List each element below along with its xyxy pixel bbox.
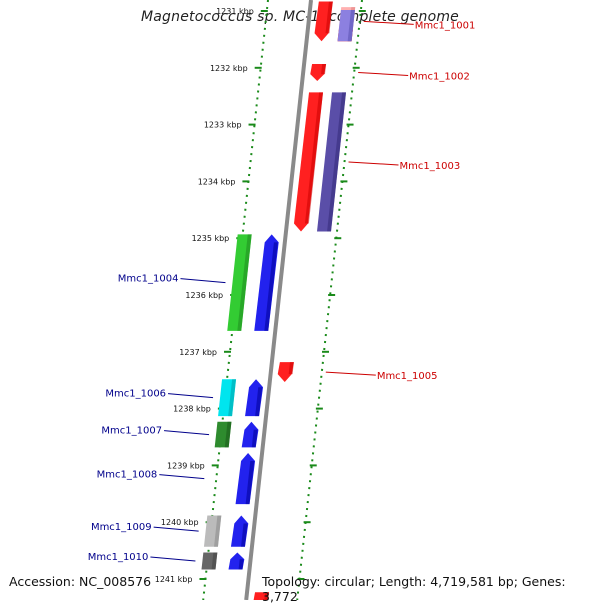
gene-arrow[interactable]: [314, 1, 333, 42]
tick-label: 1234 kbp: [198, 177, 236, 186]
gene-label[interactable]: Mmc1_1004: [118, 274, 179, 285]
tick-label: 1240 kbp: [161, 518, 199, 527]
tick-label: 1236 kbp: [185, 291, 223, 300]
gene-label[interactable]: Mmc1_1002: [409, 71, 470, 82]
scale-ruler-right: [296, 0, 363, 600]
gene-label[interactable]: Mmc1_1009: [91, 522, 152, 533]
tick-label: 1238 kbp: [173, 405, 211, 414]
gene-arrow[interactable]: [241, 421, 259, 448]
gene-arrow[interactable]: [245, 379, 264, 417]
label-leader: [325, 371, 376, 376]
label-leader: [363, 20, 414, 25]
label-leader: [150, 556, 196, 562]
gene-arrow[interactable]: [310, 63, 327, 81]
feature-block[interactable]: [337, 10, 355, 42]
label-leader: [358, 71, 409, 76]
sequence-backbone: [244, 0, 313, 600]
label-leader: [153, 526, 199, 532]
tick-label: 1233 kbp: [204, 121, 242, 130]
gene-arrow[interactable]: [254, 234, 279, 331]
tick-label: 1237 kbp: [179, 348, 217, 357]
feature-block[interactable]: [218, 379, 237, 417]
tick-label: 1241 kbp: [155, 575, 193, 584]
gene-arrow[interactable]: [235, 453, 256, 505]
gene-arrow[interactable]: [293, 92, 324, 232]
label-leader: [168, 393, 214, 399]
gene-label[interactable]: Mmc1_1010: [88, 552, 149, 563]
gene-arrow[interactable]: [253, 592, 270, 600]
gene-label[interactable]: Mmc1_1008: [97, 470, 158, 481]
gene-label[interactable]: Mmc1_1006: [105, 389, 166, 400]
accession-text: Accession: NC_008576: [9, 574, 152, 589]
gene-arrow[interactable]: [228, 552, 245, 570]
map-title: Magnetococcus sp. MC-1, complete genome: [141, 9, 459, 25]
tick-label: 1239 kbp: [167, 461, 205, 470]
gene-label[interactable]: Mmc1_1003: [400, 161, 461, 172]
tick-label: 1232 kbp: [210, 64, 248, 73]
label-leader: [159, 474, 205, 480]
gene-arrow[interactable]: [277, 362, 294, 383]
label-leader: [348, 161, 399, 166]
tick-label: 1235 kbp: [192, 234, 230, 243]
gene-label[interactable]: Mmc1_1001: [415, 20, 476, 31]
feature-block[interactable]: [201, 552, 218, 570]
gene-label[interactable]: Mmc1_1007: [101, 426, 162, 437]
feature-block[interactable]: [316, 92, 347, 232]
label-leader: [180, 278, 226, 284]
gene-label[interactable]: Mmc1_1005: [377, 371, 438, 382]
label-leader: [164, 430, 210, 436]
feature-block[interactable]: [227, 234, 252, 331]
feature-block[interactable]: [203, 515, 222, 547]
tick-label: 1231 kbp: [216, 7, 254, 16]
feature-block[interactable]: [214, 421, 232, 448]
gene-arrow[interactable]: [230, 515, 249, 547]
